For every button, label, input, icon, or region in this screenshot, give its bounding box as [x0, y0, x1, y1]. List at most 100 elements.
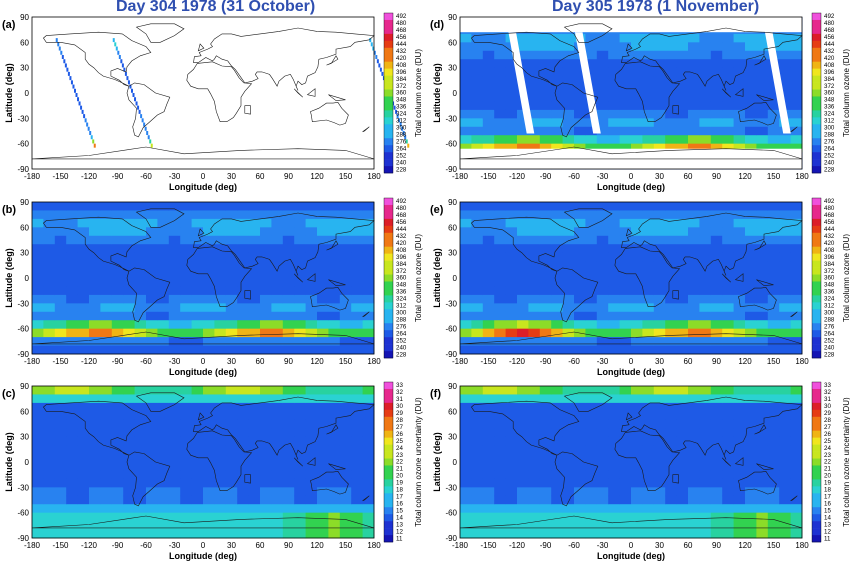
- colorbar-tick-label: 31: [396, 396, 403, 403]
- swath-point: [69, 76, 72, 81]
- colorbar-tick-label: 312: [824, 118, 835, 125]
- y-tick-label: 30: [20, 64, 29, 73]
- swath-point: [395, 109, 398, 114]
- colorbar-tick-label: 264: [824, 145, 835, 152]
- colorbar-tick-label: 17: [396, 494, 403, 501]
- swath-point: [404, 135, 407, 140]
- colorbar-tick-label: 324: [824, 111, 835, 118]
- y-tick-label: 90: [448, 198, 457, 207]
- x-tick-label: -60: [568, 541, 580, 550]
- x-tick-label: 180: [367, 172, 381, 181]
- y-tick-label: -30: [445, 299, 457, 308]
- y-tick-label: -60: [445, 140, 457, 149]
- y-tick-label: -90: [445, 350, 457, 359]
- colorbar-tick-label: 360: [396, 90, 407, 97]
- y-tick-label: 90: [20, 13, 29, 22]
- panel-label: (b): [2, 204, 16, 216]
- colorbar-tick-label: 324: [396, 111, 407, 118]
- colorbar-tick-label: 480: [824, 205, 835, 212]
- y-tick-label: 90: [20, 198, 29, 207]
- swath-point: [66, 67, 69, 72]
- colorbar-tick-label: 33: [396, 382, 403, 389]
- colorbar-label: Total column ozone uncertainty (DU): [842, 397, 850, 527]
- x-tick-label: 90: [284, 172, 293, 181]
- x-tick-label: -150: [52, 172, 69, 181]
- swath-point: [401, 126, 404, 131]
- x-tick-label: 180: [367, 541, 381, 550]
- y-tick-label: -30: [445, 483, 457, 492]
- coastlines: [459, 208, 803, 345]
- colorbar-tick-label: 492: [396, 198, 407, 205]
- y-tick-label: 90: [448, 382, 457, 391]
- colorbar-tick-label: 420: [824, 240, 835, 247]
- x-tick-label: 150: [339, 357, 353, 366]
- x-axis-label: Longitude (deg): [597, 551, 665, 561]
- colorbar-tick-label: 372: [396, 83, 407, 90]
- colorbar-tick-label: 432: [824, 233, 835, 240]
- x-tick-label: 120: [310, 357, 324, 366]
- x-tick-label: 150: [339, 172, 353, 181]
- colorbar-tick-label: 348: [396, 282, 407, 289]
- y-tick-label: 0: [25, 89, 30, 98]
- x-tick-label: 180: [795, 172, 809, 181]
- colorbar-tick-label: 456: [396, 219, 407, 226]
- x-tick-label: 0: [201, 357, 206, 366]
- x-tick-label: 30: [227, 172, 236, 181]
- colorbar-tick-label: 25: [396, 438, 403, 445]
- colorbar-tick-label: 444: [396, 41, 407, 48]
- colorbar: 4924804684564444324204083963843723603483…: [811, 197, 850, 359]
- x-tick-label: -60: [568, 172, 580, 181]
- x-tick-label: 120: [738, 357, 752, 366]
- right-title: Day 305 1978 (1 November): [552, 0, 760, 15]
- colorbar-tick-label: 456: [396, 34, 407, 41]
- x-tick-label: 30: [227, 357, 236, 366]
- y-tick-label: -60: [445, 509, 457, 518]
- colorbar-tick-label: 252: [396, 337, 407, 344]
- colorbar-tick-label: 312: [396, 118, 407, 125]
- colorbar-tick-label: 288: [396, 316, 407, 323]
- colorbar-tick-label: 228: [824, 166, 835, 173]
- swath-point: [121, 63, 124, 68]
- colorbar-tick-label: 27: [824, 424, 831, 431]
- swath-point: [402, 131, 405, 135]
- y-tick-label: 30: [20, 249, 29, 258]
- swath-point: [123, 67, 126, 72]
- coastlines: [31, 23, 375, 160]
- colorbar-tick-label: 396: [824, 254, 835, 261]
- x-tick-label: 30: [655, 357, 664, 366]
- colorbar-tick-label: 12: [396, 528, 403, 535]
- colorbar-tick-label: 27: [396, 424, 403, 431]
- swath-point: [118, 55, 121, 59]
- swath-point: [86, 122, 89, 127]
- y-axis-label: Latitude (deg): [4, 248, 14, 308]
- x-tick-label: -90: [540, 357, 552, 366]
- coastlines: [459, 23, 803, 160]
- map-field: [460, 17, 803, 170]
- swath-point: [396, 114, 399, 119]
- colorbar-tick-label: 360: [396, 275, 407, 282]
- x-tick-label: -60: [140, 357, 152, 366]
- colorbar-tick-label: 348: [824, 97, 835, 104]
- colorbar-tick-label: 240: [396, 344, 407, 351]
- x-tick-label: -90: [112, 541, 124, 550]
- colorbar-tick-label: 276: [824, 323, 835, 330]
- y-tick-label: 30: [448, 64, 457, 73]
- colorbar-tick-label: 492: [396, 13, 407, 20]
- x-tick-label: 0: [629, 172, 634, 181]
- colorbar-tick-label: 432: [824, 48, 835, 55]
- colorbar-label: Total column ozone (DU): [414, 49, 423, 137]
- swath-point: [81, 109, 84, 114]
- colorbar-tick-label: 30: [396, 403, 403, 410]
- colorbar-tick-label: 468: [396, 27, 407, 34]
- colorbar-tick-label: 276: [396, 323, 407, 330]
- coastlines: [31, 208, 375, 345]
- colorbar-tick-label: 24: [824, 445, 831, 452]
- swath-point: [369, 38, 372, 43]
- colorbar-tick-label: 264: [396, 330, 407, 337]
- colorbar-tick-label: 21: [824, 466, 831, 473]
- y-tick-label: -30: [17, 114, 29, 123]
- x-tick-label: 90: [284, 357, 293, 366]
- swath-point: [57, 42, 60, 47]
- colorbar-tick-label: 372: [396, 268, 407, 275]
